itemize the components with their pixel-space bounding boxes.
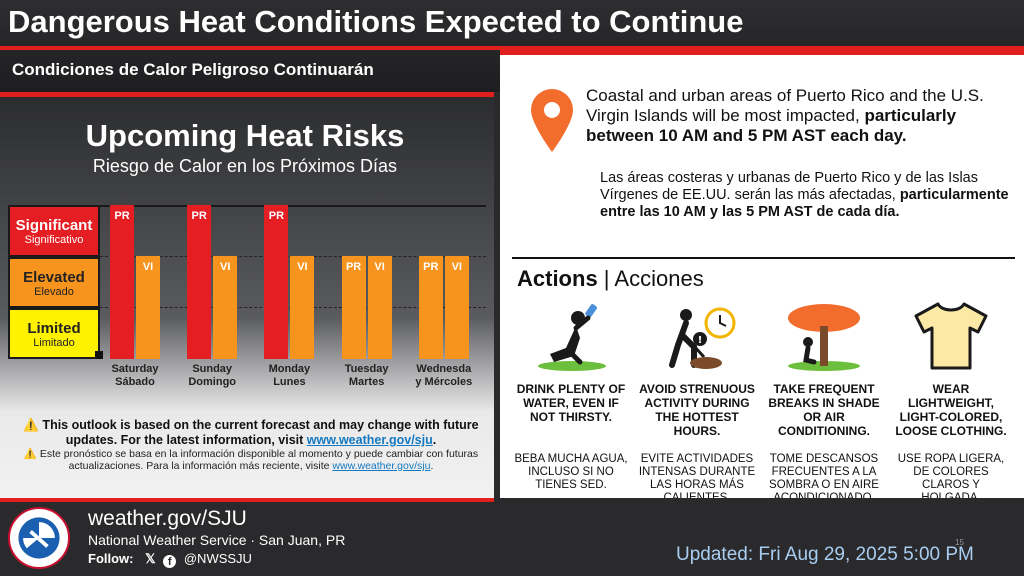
section-divider [512, 257, 1015, 259]
bar-label: PR [191, 210, 207, 222]
strenuous-activity-icon: ! [669, 307, 736, 369]
outlook-note-es: ⚠️ Este pronóstico se basa en la informa… [12, 448, 490, 472]
level-elevated: Elevated Elevado [8, 257, 100, 308]
heat-risk-bars: PR VI PR VI PR VI PR VI PR VI [100, 205, 486, 359]
drinking-water-icon [538, 304, 606, 371]
impact-text-en: Coastal and urban areas of Puerto Rico a… [586, 86, 1016, 146]
bar-label: VI [297, 261, 308, 274]
action-text-es: USE ROPA LIGERA, DE COLORES CLAROS Y HOL… [897, 453, 1005, 504]
risk-bar-pr: PR [418, 256, 443, 359]
heading-separator: | [597, 266, 615, 291]
outlook-note-text: ⚠️ This outlook is based on the current … [23, 418, 479, 447]
risk-bar-pr: PR [110, 205, 134, 359]
chart-top-line [100, 205, 486, 207]
follow-label: Follow: [88, 551, 134, 566]
bar-label: VI [374, 261, 385, 274]
outlook-note-en: ⚠️ This outlook is based on the current … [12, 418, 490, 448]
bar-label: VI [451, 261, 462, 274]
impact-plain-es: Las áreas costeras y urbanas de Puerto R… [600, 170, 978, 203]
risk-bar-vi: VI [367, 256, 392, 359]
impact-text-es: Las áreas costeras y urbanas de Puerto R… [600, 170, 1010, 221]
follow-row: Follow: 𝕏 f @NWSSJU [88, 551, 252, 568]
action-text: AVOID STRENUOUS ACTIVITY DURING THE HOTT… [639, 382, 755, 438]
shade-tree-icon [788, 304, 860, 371]
punct: . [430, 460, 434, 472]
nws-logo-icon [8, 507, 70, 569]
impact-plain: Coastal and urban areas of Puerto Rico a… [586, 86, 984, 125]
x-social-icon[interactable]: 𝕏 [145, 551, 156, 566]
bar-label: VI [142, 261, 154, 274]
bar-label: VI [219, 261, 231, 274]
risk-bar-vi: VI [136, 256, 160, 359]
actions-heading: Actions | Acciones [517, 266, 704, 292]
day-label: Sunday Domingo [188, 363, 237, 388]
bar-label: PR [345, 261, 362, 274]
page-subtitle: Condiciones de Calor Peligroso Continuar… [12, 60, 374, 79]
risk-bar-pr: PR [187, 205, 212, 359]
level-limited: Limited Limitado [8, 308, 100, 359]
actions-heading-es: Acciones [614, 266, 704, 291]
risk-bar-vi: VI [213, 256, 238, 359]
level-label-es: Significativo [24, 234, 84, 246]
risk-bar-pr: PR [264, 205, 289, 359]
tshirt-icon [914, 302, 988, 370]
page-number: 15 [955, 538, 964, 547]
day-label: Wednesda y Mércoles [415, 363, 473, 388]
bar-label: PR [268, 210, 285, 222]
outlook-link-es[interactable]: www.weather.gov/sju [332, 460, 431, 472]
footer-org: National Weather Service · San Juan, PR [88, 532, 346, 548]
outlook-note-text-es: ⚠️ Este pronóstico se basa en la informa… [23, 448, 479, 472]
impact-bold: particularly between 10 AM and 5 PM AST … [586, 106, 957, 145]
heat-risk-title: Upcoming Heat Risks [85, 118, 405, 153]
left-red-stripe [0, 92, 494, 97]
impact-bold-es: particularmente entre las 10 AM y las 5 … [600, 187, 1009, 220]
location-pin-icon [531, 89, 573, 152]
level-label-es: Limitado [33, 337, 75, 349]
info-panel [500, 55, 1024, 530]
level-label-es: Elevado [34, 286, 74, 298]
action-text: DRINK PLENTY OF WATER, EVEN IF NOT THIRS… [516, 382, 626, 424]
day-label: Tuesday Martes [344, 363, 389, 388]
day-label: Saturday Sábado [111, 363, 159, 388]
action-text: WEAR LIGHTWEIGHT, LIGHT-COLORED, LOOSE C… [895, 382, 1007, 438]
level-label: Significant [15, 217, 93, 234]
action-text-es: BEBA MUCHA AGUA, INCLUSO SI NO TIENES SE… [514, 453, 628, 491]
outlook-link[interactable]: www.weather.gov/sju [306, 433, 433, 447]
heat-risk-subtitle: Riesgo de Calor en los Próximos Días [92, 156, 398, 176]
page-title: Dangerous Heat Conditions Expected to Co… [8, 4, 744, 39]
facebook-icon[interactable]: f [163, 555, 177, 568]
action-text: TAKE FREQUENT BREAKS IN SHADE OR AIR CON… [768, 382, 880, 438]
level-label: Elevated [23, 269, 85, 286]
bar-label: PR [114, 210, 130, 222]
header-red-stripe [0, 46, 1024, 50]
right-red-stripe [500, 50, 1024, 55]
punct: . [432, 433, 437, 447]
footer-red-stripe [0, 498, 494, 502]
level-label: Limited [27, 320, 81, 337]
bar-label: PR [423, 261, 439, 274]
risk-bar-pr: PR [341, 256, 366, 359]
level-significant: Significant Significativo [8, 205, 100, 257]
risk-bar-vi: VI [290, 256, 315, 359]
actions-heading-en: Actions [517, 266, 598, 291]
social-handle[interactable]: @NWSSJU [183, 551, 252, 566]
footer-url[interactable]: weather.gov/SJU [88, 507, 247, 530]
updated-timestamp: Updated: Fri Aug 29, 2025 5:00 PM [676, 544, 974, 565]
day-label: Monday Lunes [268, 363, 311, 388]
risk-bar-vi: VI [444, 256, 469, 359]
svg-text:!: ! [698, 335, 703, 346]
axis-origin-marker [95, 351, 103, 359]
